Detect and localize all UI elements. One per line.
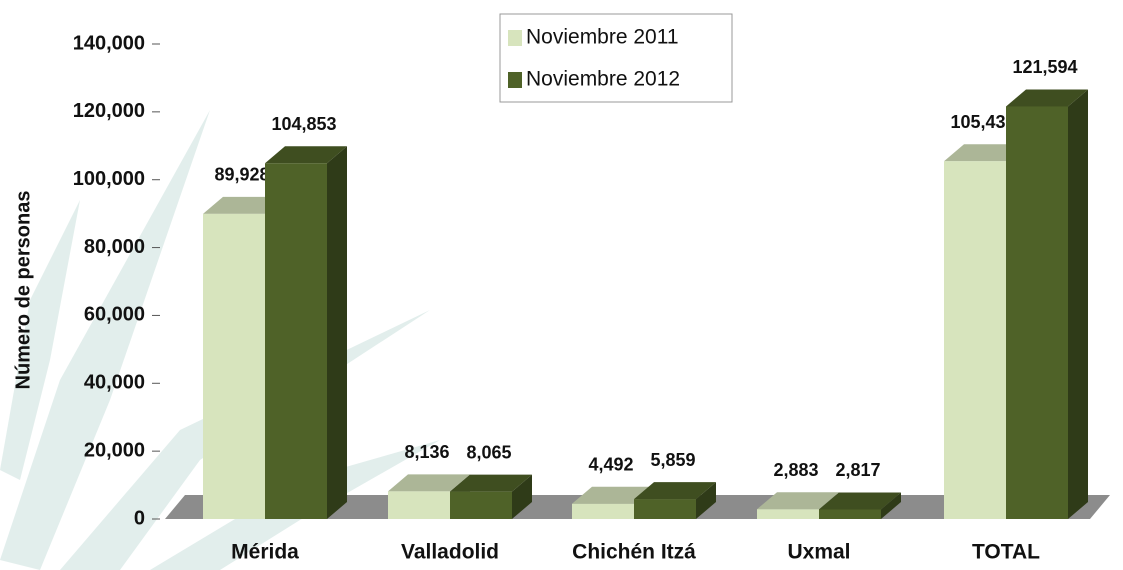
bar [634, 499, 696, 519]
value-label: 8,065 [466, 442, 511, 462]
bar [1006, 106, 1068, 519]
value-label: 8,136 [404, 442, 449, 462]
bar [572, 504, 634, 519]
bar [450, 492, 512, 519]
bar [265, 163, 327, 519]
value-label: 121,594 [1012, 57, 1077, 77]
bar-side [327, 146, 347, 519]
legend-swatch [508, 72, 522, 88]
value-label: 5,859 [650, 450, 695, 470]
y-axis-title: Número de personas [12, 191, 34, 390]
value-label: 89,928 [214, 165, 269, 185]
x-tick-label: Uxmal [787, 541, 850, 564]
x-tick-label: Chichén Itzá [572, 541, 696, 564]
y-tick-label: 120,000 [73, 100, 145, 122]
value-label: 104,853 [271, 114, 336, 134]
value-label: 2,883 [773, 460, 818, 480]
x-tick-label: TOTAL [972, 541, 1040, 564]
y-tick-label: 140,000 [73, 32, 145, 54]
value-label: 105,439 [950, 112, 1015, 132]
y-tick-label: 0 [134, 507, 145, 529]
y-tick-label: 20,000 [84, 439, 145, 461]
y-tick-label: 80,000 [84, 236, 145, 258]
value-label: 2,817 [835, 460, 880, 480]
bar [819, 509, 881, 519]
x-tick-label: Mérida [231, 541, 299, 564]
legend-label: Noviembre 2011 [526, 26, 679, 49]
chart: Número de personas 0 20,000 40,000 60,000 80… [0, 0, 1123, 570]
legend-swatch [508, 30, 522, 46]
y-tick-label: 40,000 [84, 372, 145, 394]
bar [203, 214, 265, 519]
bar [388, 491, 450, 519]
y-tick-label: 60,000 [84, 304, 145, 326]
bar [944, 161, 1006, 519]
bar-side [1068, 89, 1088, 519]
value-label: 4,492 [588, 455, 633, 475]
bar [757, 509, 819, 519]
y-tick-label: 100,000 [73, 168, 145, 190]
legend-label: Noviembre 2012 [526, 68, 680, 91]
x-tick-label: Valladolid [401, 541, 499, 564]
